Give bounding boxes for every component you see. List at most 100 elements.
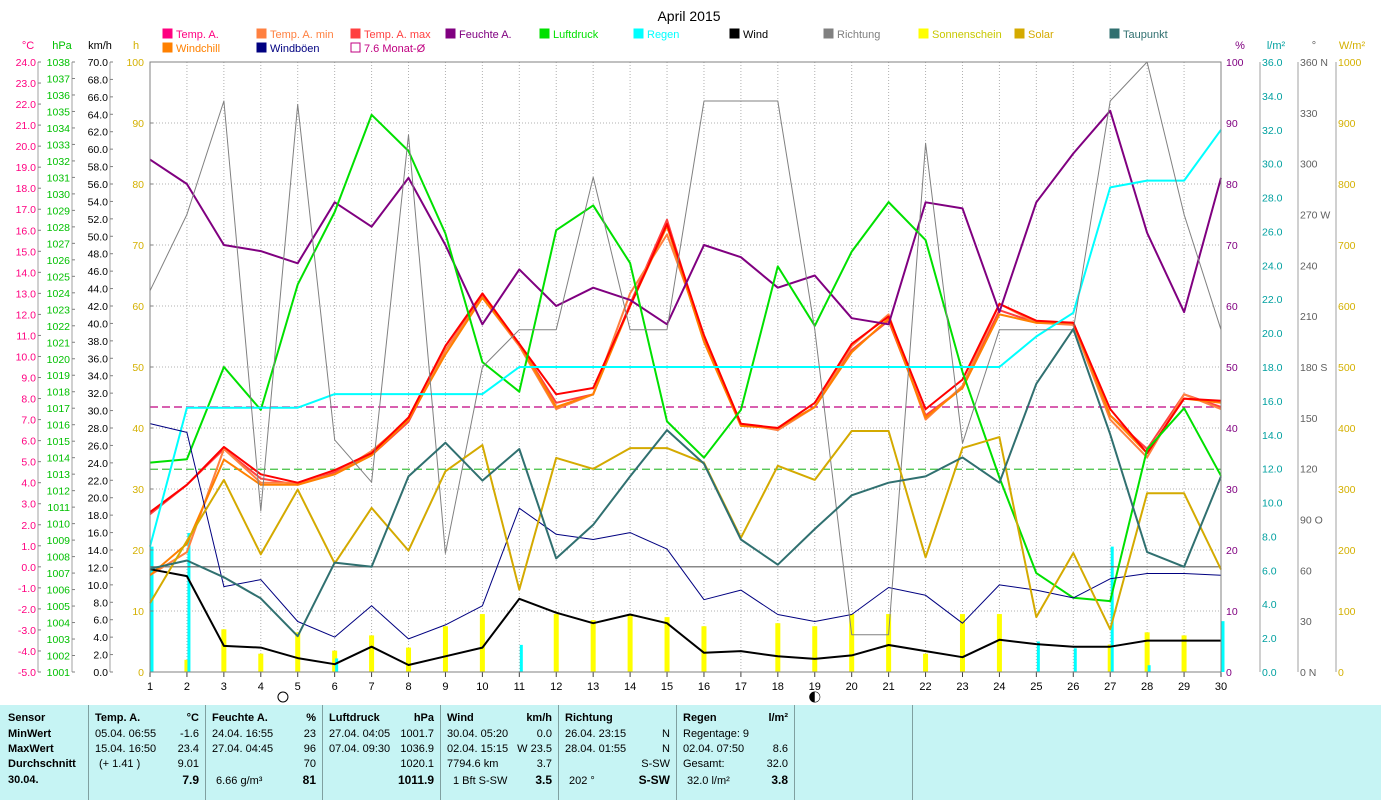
tick-hpa-1023: 1023 — [47, 304, 71, 316]
tick-pct-0: 0 — [1226, 667, 1232, 679]
tick-hpa-1025: 1025 — [47, 271, 71, 283]
tick-kmh-16: 16.0 — [88, 528, 109, 540]
tick-kmh-26: 26.0 — [88, 440, 109, 452]
temp-unit: °C — [186, 712, 199, 724]
tick-temp--4: -4.0 — [18, 646, 36, 658]
moon-half-light — [814, 692, 820, 702]
sensor-header: Sensor — [8, 712, 46, 724]
reference-lines — [150, 406, 1221, 568]
tick-hpa-1026: 1026 — [47, 255, 71, 267]
legend-label-7: Richtung — [837, 29, 880, 41]
tick-kmh-18: 18.0 — [88, 510, 109, 522]
tick-kmh-60: 60.0 — [88, 144, 109, 156]
wind-max-value: W 23.5 — [517, 743, 552, 755]
tick-hpa-1028: 1028 — [47, 222, 71, 234]
row-today-label: 30.04. — [8, 774, 39, 786]
x-tick-label-7: 7 — [369, 681, 375, 693]
x-tick-label-29: 29 — [1178, 681, 1190, 693]
bar-sonnenschein-15 — [664, 617, 670, 672]
wind-min-date: 30.04. 05:20 — [447, 728, 509, 740]
temp-min-value: -1.6 — [180, 728, 199, 740]
temp-today-value: 7.9 — [182, 773, 199, 787]
legend-swatch-1 — [256, 28, 267, 39]
bar-sonnenschein-13 — [590, 620, 596, 672]
tick-kmh-40: 40.0 — [88, 318, 109, 330]
tick-lm2-32: 32.0 — [1262, 125, 1283, 137]
legend-swatch-8 — [918, 28, 929, 39]
rain-days: Regentage: 9 — [683, 728, 750, 740]
tick-hpa-1017: 1017 — [47, 403, 71, 415]
tick-kmh-24: 24.0 — [88, 458, 109, 470]
legend-swatch-7 — [823, 28, 834, 39]
tick-temp-24: 24.0 — [16, 57, 37, 69]
pressure-header: Luftdruck — [329, 712, 380, 724]
tick-hpa-1038: 1038 — [47, 57, 71, 69]
x-tick-label-21: 21 — [882, 681, 894, 693]
tick-lm2-16: 16.0 — [1262, 396, 1283, 408]
tick-kmh-34: 34.0 — [88, 371, 109, 383]
series-taupunkt — [149, 328, 1222, 638]
x-tick-label-25: 25 — [1030, 681, 1042, 693]
tick-kmh-42: 42.0 — [88, 301, 109, 313]
bar-sonnenschein-5 — [295, 632, 301, 672]
bars — [150, 533, 1225, 672]
chart-title: April 2015 — [657, 8, 720, 24]
tick-temp-6: 6.0 — [21, 436, 36, 448]
temp-max-value: 23.4 — [177, 743, 199, 755]
tick-temp-21: 21.0 — [16, 120, 37, 132]
legend-swatch-2 — [350, 28, 361, 39]
tick-deg-300: 300 — [1300, 159, 1318, 171]
tick-lm2-22: 22.0 — [1262, 294, 1283, 306]
x-tick-label-4: 4 — [258, 681, 264, 693]
tick-lm2-4: 4.0 — [1262, 599, 1277, 611]
tick-pct-10: 10 — [1226, 606, 1238, 618]
tick-temp--3: -3.0 — [18, 625, 36, 637]
pressure-max-value: 1036.9 — [400, 743, 434, 755]
bar-sonnenschein-28 — [1144, 632, 1150, 672]
wind-avg-value: 3.7 — [536, 758, 552, 770]
legend: Temp. A. Temp. A. min Temp. A. max Feuchte … — [162, 28, 1168, 55]
tick-kmh-64: 64.0 — [88, 109, 109, 121]
humidity-absolute: 6.66 g/m³ — [216, 775, 263, 787]
humidity-unit: % — [306, 712, 316, 724]
rain-total-label: Gesamt: — [683, 758, 725, 770]
bar-regen-tag-25 — [1036, 641, 1040, 672]
tick-temp-15: 15.0 — [16, 246, 37, 258]
tick-hpa-1031: 1031 — [47, 172, 71, 184]
x-tick-label-1: 1 — [147, 681, 153, 693]
bar-regen-tag-28 — [1147, 665, 1151, 672]
tick-kmh-54: 54.0 — [88, 196, 109, 208]
tick-temp-5: 5.0 — [21, 457, 36, 469]
weather-chart: April 2015 1 2 3 4 5 6 7 8 9 10 11 12 13 14 15 16 17 18 19… — [16, 8, 1365, 703]
tick-temp-2: 2.0 — [21, 520, 36, 532]
tick-kmh-6: 6.0 — [93, 615, 108, 627]
x-tick-label-22: 22 — [919, 681, 931, 693]
legend-label-5: Regen — [647, 29, 679, 41]
temp-header: Temp. A. — [95, 712, 141, 724]
tick-kmh-52: 52.0 — [88, 214, 109, 226]
tick-kmh-38: 38.0 — [88, 336, 109, 348]
tick-kmh-4: 4.0 — [93, 632, 108, 644]
tick-kmh-50: 50.0 — [88, 231, 109, 243]
bar-sonnenschein-9 — [442, 626, 448, 672]
tick-hpa-1011: 1011 — [47, 502, 70, 514]
wind-distance: 7794.6 km — [447, 758, 499, 770]
tick-temp-0: 0.0 — [21, 562, 36, 574]
direction-min-date: 26.04. 23:15 — [565, 728, 627, 740]
wind-today-value: 3.5 — [535, 773, 552, 787]
humidity-min-date: 24.04. 16:55 — [212, 728, 274, 740]
tick-kmh-70: 70.0 — [88, 57, 109, 69]
x-tick-label-27: 27 — [1104, 681, 1116, 693]
tick-hpa-1030: 1030 — [47, 189, 71, 201]
tick-hpa-1009: 1009 — [47, 535, 71, 547]
tick-lm2-12: 12.0 — [1262, 464, 1283, 476]
legend-swatch-9 — [1014, 28, 1025, 39]
tick-kmh-10: 10.0 — [88, 580, 109, 592]
stats-col-empty — [795, 705, 913, 800]
tick-hpa-1034: 1034 — [47, 123, 71, 135]
tick-lm2-28: 28.0 — [1262, 193, 1283, 205]
legend-label-9: Solar — [1028, 29, 1054, 41]
tick-pct-90: 90 — [1226, 118, 1238, 130]
pressure-unit: hPa — [413, 712, 434, 724]
x-tick-label-17: 17 — [735, 681, 747, 693]
